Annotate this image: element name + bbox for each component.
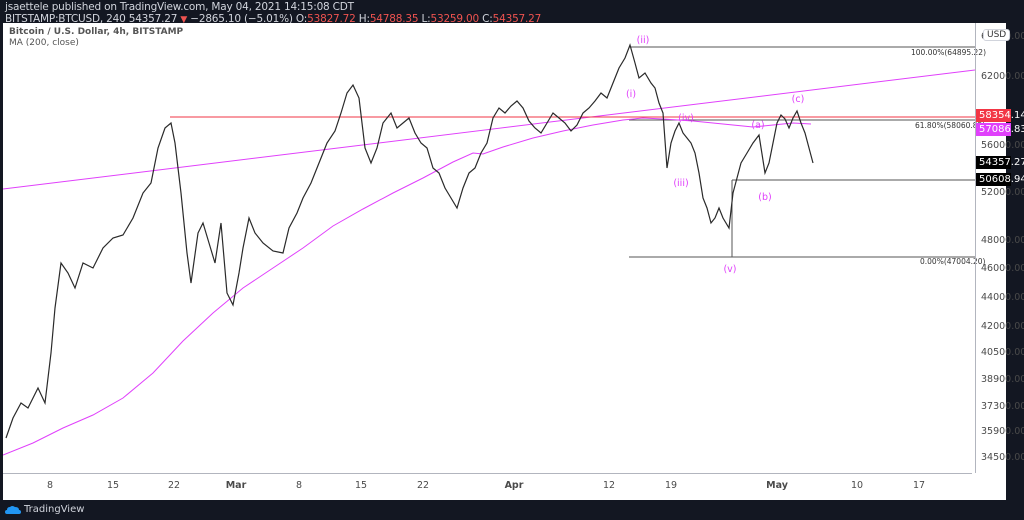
horizontal-resistance-tag: 58354.14 [976,109,1024,122]
price-line [5,43,814,439]
y-tick: 42000.00 [981,321,1024,332]
y-tick: 56000.00 [981,140,1024,151]
currency-button[interactable]: USD [983,29,1011,41]
chart-title: Bitcoin / U.S. Dollar, 4h, BITSTAMP [9,27,184,37]
price-scale[interactable]: 66000.00 62000.00 56000.00 52000.00 4800… [975,23,1024,473]
price-change: −2865.10 (−5.01%) [190,13,293,25]
y-tick: 62000.00 [981,71,1024,82]
y-tick: 35900.00 [981,426,1024,437]
wave-label: (iv) [678,113,694,124]
horizontal-line-tag: 50608.94 [976,173,1024,186]
wave-label: (ii) [636,35,650,46]
symbol-ohlc-line: BITSTAMP:BTCUSD, 240 54357.27 ▼ −2865.10… [5,13,542,25]
symbol: BITSTAMP:BTCUSD, 240 [5,13,126,25]
ma200-line [3,117,812,456]
y-tick: 44000.00 [981,292,1024,303]
chart-area[interactable]: (ii) (i) (iv) (iii) (v) (a) (b) (c) 100.… [3,23,1024,501]
low-value: 53259.00 [430,13,479,25]
wave-label: (i) [625,89,637,100]
high-value: 54788.35 [369,13,419,25]
ma200-tag: 57086.83 [976,123,1024,136]
y-tick: 38900.00 [981,374,1024,385]
price-plot[interactable] [3,23,975,473]
y-tick: 46000.00 [981,263,1024,274]
wave-label: (iii) [673,178,689,189]
brand-name: TradingView [24,504,85,515]
tradingview-logo[interactable]: TradingView [5,504,84,515]
x-tick: Mar [225,480,247,491]
cloud-logo-icon [5,505,21,514]
open-value: 53827.72 [307,13,356,25]
down-triangle-icon: ▼ [180,15,188,25]
x-tick: Apr [504,480,524,491]
last-price-tag: 54357.27 [976,156,1024,169]
y-tick: 34500.00 [981,452,1024,463]
fib-label-100: 100.00%(64895.22) [911,48,987,57]
y-tick: 37300.00 [981,401,1024,412]
x-tick: 15 [354,480,368,491]
x-tick: 19 [664,480,678,491]
x-tick: 10 [850,480,864,491]
wave-label: (v) [723,264,737,275]
wave-label: (a) [751,120,765,131]
x-tick: May [766,480,788,491]
x-tick: 12 [602,480,616,491]
close-value: 54357.27 [492,13,542,25]
fib-label-0: 0.00%(47004.20) [920,257,986,266]
y-tick: 48000.00 [981,235,1024,246]
publisher-line: jsaettele published on TradingView.com, … [5,1,354,13]
fib-label-618: 61.80%(58060.85) [915,121,986,130]
x-tick: 8 [295,480,303,491]
trendline [3,69,975,190]
y-tick: 52000.00 [981,187,1024,198]
wave-label: (b) [758,192,772,203]
y-tick: 40500.00 [981,347,1024,358]
indicator-legend[interactable]: MA (200, close) [9,38,79,48]
x-tick: 8 [46,480,54,491]
x-tick: 17 [912,480,926,491]
x-tick: 22 [167,480,181,491]
x-tick: 15 [106,480,120,491]
last-price: 54357.27 [128,13,178,25]
x-tick: 22 [416,480,430,491]
wave-label: (c) [791,94,805,105]
time-scale[interactable]: 8 15 22 Mar 8 15 22 Apr 12 19 May 10 17 [3,473,972,501]
